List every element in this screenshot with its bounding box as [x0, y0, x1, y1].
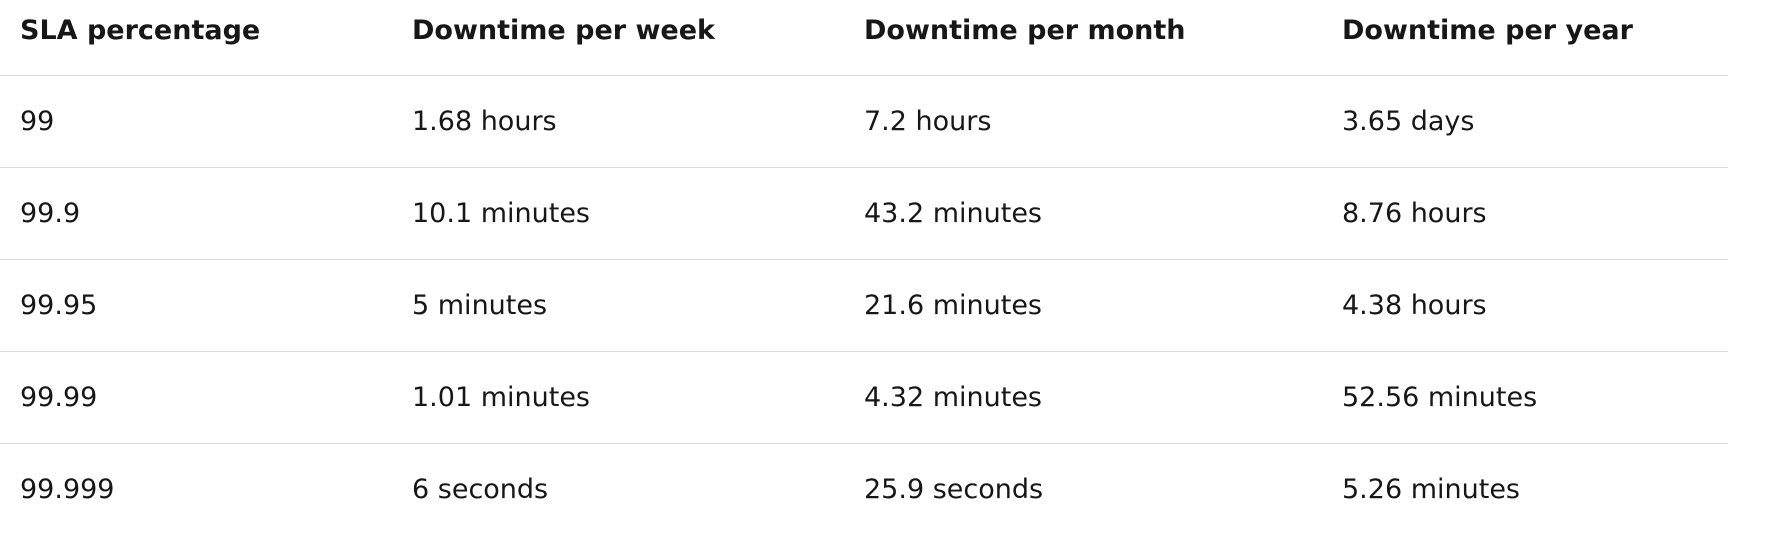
cell-sla-percentage: 99.9: [0, 167, 392, 260]
cell-downtime-per-year: 4.38 hours: [1322, 259, 1728, 352]
header-row: SLA percentage Downtime per week Downtim…: [0, 0, 1728, 76]
cell-sla-percentage: 99.999: [20, 473, 115, 505]
cell-downtime-per-year: 5.26 minutes: [1342, 473, 1520, 505]
table-row: 99.95 5 minutes 21.6 minutes 4.38 hours: [0, 259, 1728, 352]
table-body: 99 1.68 hours 7.2 hours 3.65 days 99.9 1…: [0, 75, 1728, 535]
cell-downtime-per-week: 6 seconds: [412, 473, 549, 505]
table-row: 99.99 1.01 minutes 4.32 minutes 52.56 mi…: [0, 351, 1728, 444]
header-sla-percentage: SLA percentage: [0, 0, 392, 76]
cell-downtime-per-year: 3.65 days: [1322, 75, 1728, 168]
cell-sla-percentage: 99.95: [0, 259, 392, 352]
cell-downtime-per-month: 21.6 minutes: [844, 259, 1322, 352]
cell-sla-percentage: 99: [0, 75, 392, 168]
cell-downtime-per-week: 1.68 hours: [392, 75, 844, 168]
cell-downtime-per-year: 8.76 hours: [1322, 167, 1728, 260]
cell-downtime-per-week: 5 minutes: [392, 259, 844, 352]
cell-downtime-per-year: 52.56 minutes: [1322, 351, 1728, 444]
table-row: 99 1.68 hours 7.2 hours 3.65 days: [0, 75, 1728, 168]
sla-downtime-table: SLA percentage Downtime per week Downtim…: [0, 0, 1728, 535]
cell-sla-percentage: 99.99: [0, 351, 392, 444]
table-row: 99.999 6 seconds 25.9 seconds 5.26 minut…: [0, 443, 1728, 535]
cell-downtime-per-week: 10.1 minutes: [392, 167, 844, 260]
table-row: 99.9 10.1 minutes 43.2 minutes 8.76 hour…: [0, 167, 1728, 260]
table-header: SLA percentage Downtime per week Downtim…: [0, 0, 1728, 76]
header-downtime-per-week: Downtime per week: [392, 0, 844, 76]
cell-downtime-per-month: 7.2 hours: [844, 75, 1322, 168]
cell-downtime-per-week: 1.01 minutes: [392, 351, 844, 444]
header-downtime-per-year: Downtime per year: [1322, 0, 1728, 76]
cell-downtime-per-month: 43.2 minutes: [844, 167, 1322, 260]
cell-downtime-per-month: 4.32 minutes: [844, 351, 1322, 444]
header-downtime-per-month: Downtime per month: [844, 0, 1322, 76]
cell-downtime-per-month: 25.9 seconds: [864, 473, 1044, 505]
